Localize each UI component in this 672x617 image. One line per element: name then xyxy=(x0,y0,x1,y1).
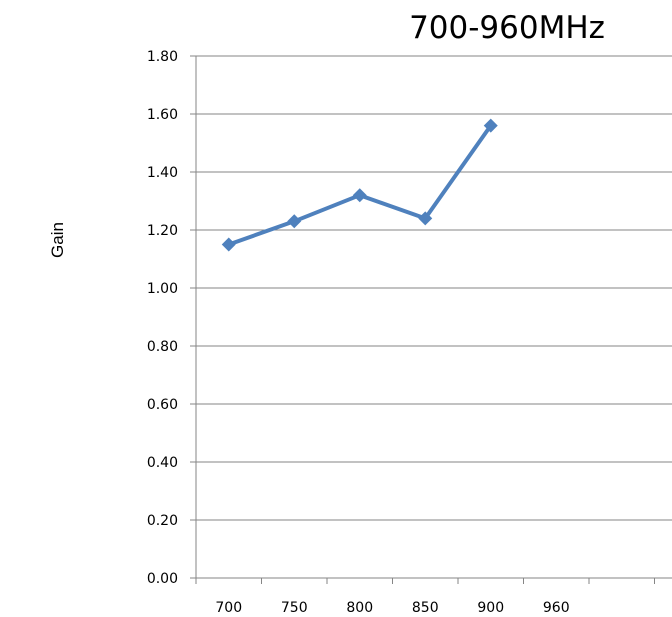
data-point xyxy=(352,188,367,203)
y-tick-label: 1.40 xyxy=(147,165,178,181)
x-tick-label: 900 xyxy=(477,600,504,616)
y-tick-label: 0.80 xyxy=(147,339,178,355)
x-tick-label: 700 xyxy=(215,600,242,616)
series-group xyxy=(221,118,498,252)
y-tick-labels: 0.00 0.20 0.40 0.60 0.80 1.00 1.20 1.40 1.60 1.80 xyxy=(147,49,178,587)
series-line xyxy=(228,124,493,247)
axes xyxy=(190,55,672,584)
y-tick-label: 0.40 xyxy=(147,455,178,471)
y-axis-label: Gain xyxy=(48,222,67,258)
y-tick-label: 1.60 xyxy=(147,107,178,123)
gridlines xyxy=(196,55,672,521)
x-tick-label: 800 xyxy=(346,600,373,616)
y-tick-label: 1.20 xyxy=(147,223,178,239)
y-tick-label: 0.60 xyxy=(147,397,178,413)
y-tick-label: 0.00 xyxy=(147,571,178,587)
data-point xyxy=(221,237,236,252)
data-point xyxy=(483,118,498,133)
data-point xyxy=(418,211,433,226)
x-tick-label: 960 xyxy=(543,600,570,616)
x-tick-labels: 700 750 800 850 900 960 xyxy=(215,600,569,616)
x-tick-label: 850 xyxy=(412,600,439,616)
y-tick-label: 0.20 xyxy=(147,513,178,529)
x-tick-label: 750 xyxy=(281,600,308,616)
y-tick-label: 1.80 xyxy=(147,49,178,65)
chart-title: 700-960MHz xyxy=(409,10,605,46)
data-point xyxy=(287,214,302,229)
y-tick-label: 1.00 xyxy=(147,281,178,297)
